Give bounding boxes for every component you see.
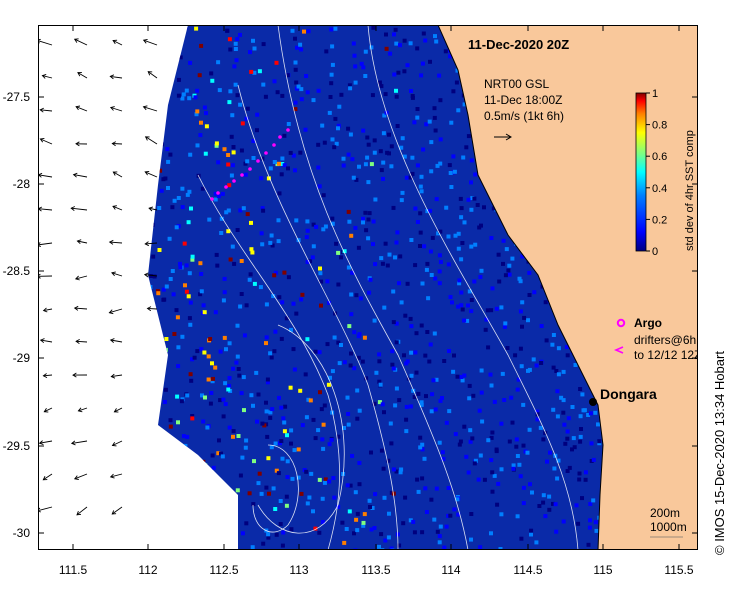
x-tick-label: 113	[289, 563, 308, 577]
y-tick-label: -30	[13, 526, 31, 540]
dongara-label: Dongara	[600, 386, 657, 402]
y-axis: -27.5 -28 -28.5 -29 -29.5 -30	[3, 90, 698, 540]
x-tick-label: 112.5	[209, 563, 238, 577]
y-tick-label: -28.5	[3, 264, 31, 278]
contour-legend: 200m 1000m	[650, 506, 687, 538]
argo-label: Argo	[634, 316, 662, 330]
x-tick-label: 112	[138, 563, 157, 577]
x-tick-label: 115.5	[664, 563, 693, 577]
x-tick-label: 114.5	[513, 563, 542, 577]
map-title: 11-Dec-2020 20Z	[468, 37, 569, 52]
colorbar-tick-label: 0.2	[652, 214, 667, 226]
y-tick-label: -29.5	[3, 439, 31, 453]
colorbar-tick-label: 0	[652, 246, 658, 258]
colorbar-label: std dev of 4hr SST comp	[684, 130, 696, 251]
current-info-block: NRT00 GSL 11-Dec 18:00Z 0.5m/s (1kt 6h)	[484, 77, 564, 141]
current-info-line1: NRT00 GSL	[484, 77, 549, 91]
drifters-label-line1: drifters@6h	[634, 333, 696, 347]
colorbar-tick-label: 0.8	[652, 120, 667, 132]
y-tick-label: -29	[13, 351, 31, 365]
x-tick-label: 114	[441, 563, 460, 577]
dongara-dot	[589, 398, 597, 406]
y-tick-label: -27.5	[3, 90, 31, 104]
x-tick-label: 113.5	[361, 563, 390, 577]
map-legend: Argo drifters@6h to 12/12 12Z	[613, 316, 698, 362]
x-tick-label: 115	[593, 563, 612, 577]
map-svg: 11-Dec-2020 20Z NRT00 GSL 11-Dec 18:00Z …	[38, 25, 698, 550]
drifter-symbol	[613, 346, 624, 354]
bathymetry-contours	[197, 25, 579, 550]
contour-ring-outer	[257, 324, 345, 534]
drifters-label-line2: to 12/12 12Z	[634, 348, 698, 362]
x-axis: 111.5 112 112.5 113 113.5 114 114.5 115 115.5	[59, 25, 694, 577]
colorbar-tick-label: 1	[652, 88, 658, 100]
map-border	[38, 25, 698, 550]
x-tick-label: 111.5	[59, 563, 88, 577]
contour-label-200m: 200m	[650, 506, 680, 520]
dongara-marker: Dongara	[589, 386, 657, 406]
contour-line-1000m	[277, 25, 469, 550]
current-vectors	[38, 38, 158, 516]
contour-label-1000m: 1000m	[650, 520, 687, 534]
argo-symbol	[616, 318, 626, 328]
map-frame: 11-Dec-2020 20Z NRT00 GSL 11-Dec 18:00Z …	[38, 25, 698, 550]
colorbar-gradient	[635, 92, 647, 252]
land-area	[437, 25, 698, 550]
reference-vector-arrowhead	[505, 133, 512, 141]
colorbar-tick-label: 0.4	[652, 183, 667, 195]
y-tick-label: -28	[13, 177, 31, 191]
copyright-text: © IMOS 15-Dec-2020 13:34 Hobart	[712, 351, 727, 555]
colorbar-ticks: 1 0.8 0.6 0.4 0.2 0	[646, 88, 667, 258]
contour-ring-inner	[252, 444, 299, 533]
drifter-track	[210, 128, 290, 201]
contour-line-200m	[367, 25, 579, 550]
current-info-line3: 0.5m/s (1kt 6h)	[484, 109, 564, 123]
contour-line-2000m	[237, 84, 399, 550]
current-info-line2: 11-Dec 18:00Z	[484, 93, 563, 107]
colorbar-tick-label: 0.6	[652, 151, 667, 163]
sst-ocean-field	[148, 25, 603, 550]
colorbar: 1 0.8 0.6 0.4 0.2 0 std dev of 4hr SST comp	[635, 88, 696, 258]
